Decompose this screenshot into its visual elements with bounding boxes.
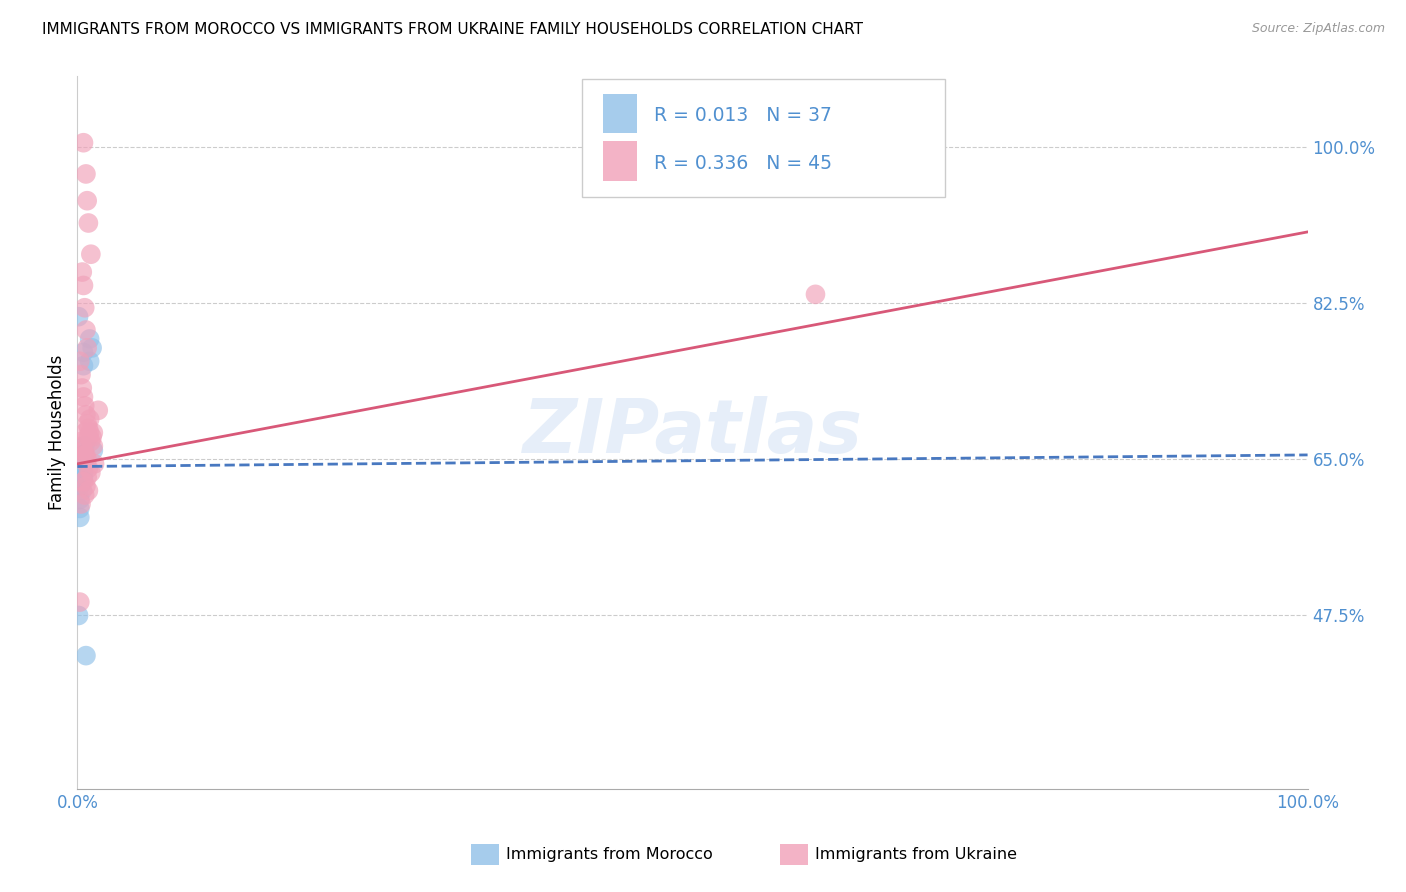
- Point: [87, 403, 110, 417]
- Point: [72, 345, 94, 359]
- Point: [77, 216, 100, 230]
- Point: [77, 461, 100, 475]
- Point: [76, 341, 98, 355]
- Point: [82, 430, 104, 444]
- Point: [73, 301, 96, 315]
- Bar: [603, 94, 637, 133]
- Point: [73, 399, 96, 413]
- Point: [77, 421, 100, 435]
- Point: [77, 430, 100, 444]
- Point: [79, 412, 101, 426]
- Bar: [603, 142, 637, 181]
- Point: [72, 359, 94, 373]
- Point: [82, 443, 104, 458]
- Text: Immigrants from Ukraine: Immigrants from Ukraine: [815, 847, 1018, 862]
- Point: [72, 278, 94, 293]
- Point: [72, 461, 94, 475]
- Point: [72, 136, 94, 150]
- Point: [76, 417, 98, 431]
- Point: [79, 332, 101, 346]
- Point: [70, 368, 93, 382]
- Y-axis label: Family Households: Family Households: [48, 355, 66, 510]
- Point: [70, 381, 93, 395]
- Point: [75, 448, 97, 462]
- Point: [70, 466, 93, 480]
- Text: ZIPatlas: ZIPatlas: [523, 396, 862, 469]
- Point: [70, 470, 93, 484]
- Point: [70, 497, 93, 511]
- Point: [70, 483, 93, 498]
- FancyBboxPatch shape: [582, 79, 945, 197]
- Point: [70, 466, 93, 480]
- Point: [70, 461, 93, 475]
- Point: [70, 448, 93, 462]
- Point: [70, 466, 93, 480]
- Text: R = 0.336   N = 45: R = 0.336 N = 45: [654, 153, 832, 172]
- Point: [69, 492, 91, 507]
- Point: [69, 461, 91, 475]
- Point: [72, 390, 94, 404]
- Point: [69, 470, 91, 484]
- Point: [69, 470, 91, 484]
- Point: [75, 408, 97, 422]
- Point: [80, 247, 103, 261]
- Point: [70, 452, 93, 467]
- Point: [72, 443, 94, 458]
- Point: [73, 439, 96, 453]
- Point: [73, 425, 96, 440]
- Point: [69, 479, 91, 493]
- Point: [76, 470, 98, 484]
- Point: [804, 287, 827, 301]
- Point: [79, 425, 101, 440]
- Point: [70, 265, 93, 279]
- Point: [82, 341, 104, 355]
- Point: [72, 475, 94, 489]
- Point: [69, 510, 91, 524]
- Point: [75, 323, 97, 337]
- Point: [82, 425, 104, 440]
- Point: [70, 434, 93, 449]
- Point: [69, 475, 91, 489]
- Point: [75, 648, 97, 663]
- Point: [70, 452, 93, 467]
- Text: IMMIGRANTS FROM MOROCCO VS IMMIGRANTS FROM UKRAINE FAMILY HOUSEHOLDS CORRELATION: IMMIGRANTS FROM MOROCCO VS IMMIGRANTS FR…: [42, 22, 863, 37]
- Point: [70, 457, 93, 471]
- Point: [70, 475, 93, 489]
- Text: Immigrants from Morocco: Immigrants from Morocco: [506, 847, 713, 862]
- Point: [73, 488, 96, 502]
- Point: [82, 439, 104, 453]
- Point: [72, 466, 94, 480]
- Text: Source: ZipAtlas.com: Source: ZipAtlas.com: [1251, 22, 1385, 36]
- Point: [77, 483, 100, 498]
- Point: [80, 466, 103, 480]
- Point: [76, 452, 98, 467]
- Point: [73, 448, 96, 462]
- Point: [70, 470, 93, 484]
- Point: [70, 457, 93, 471]
- Point: [70, 457, 93, 471]
- Point: [70, 439, 93, 453]
- Point: [69, 354, 91, 368]
- Point: [75, 479, 97, 493]
- Point: [67, 310, 90, 324]
- Point: [79, 354, 101, 368]
- Point: [75, 167, 97, 181]
- Point: [69, 501, 91, 516]
- Point: [69, 466, 91, 480]
- Point: [76, 194, 98, 208]
- Point: [67, 608, 90, 623]
- Point: [80, 434, 103, 449]
- Point: [83, 457, 105, 471]
- Point: [69, 595, 91, 609]
- Point: [73, 448, 96, 462]
- Point: [72, 470, 94, 484]
- Text: R = 0.013   N = 37: R = 0.013 N = 37: [654, 106, 832, 125]
- Point: [70, 466, 93, 480]
